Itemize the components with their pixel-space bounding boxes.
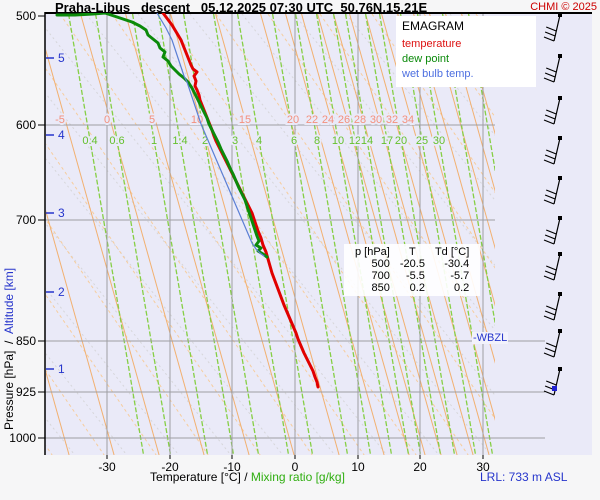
isotherm-label: 26: [338, 114, 350, 126]
mixing-ratio-label: 30: [433, 135, 445, 147]
wind-barb-icon: [543, 329, 562, 358]
pressure-tick-label: 600: [16, 118, 36, 132]
mixing-ratio-label: 17: [381, 135, 393, 147]
sounding-table-cell: -5.5: [405, 270, 425, 282]
wind-barb-icon: [543, 136, 562, 165]
x-axis-title: Temperature [°C] / Mixing ratio [g/kg]: [0, 470, 495, 484]
pressure-tick-label: 850: [16, 334, 36, 348]
altitude-tick-label: 2: [58, 285, 65, 299]
sounding-table-row: 700 -5.5 -5.7: [350, 270, 474, 282]
col-pressure: p [hPa]: [355, 246, 390, 258]
mixing-ratio-label: 20: [395, 135, 407, 147]
altitude-tick-label: 3: [58, 206, 65, 220]
wind-barb-icon: [543, 54, 562, 83]
sounding-curves: [55, 13, 320, 389]
temperature-tick-label: 20: [413, 460, 427, 474]
sounding-table-cell: 700: [371, 270, 390, 282]
mixing-ratio-label: 3: [232, 135, 238, 147]
sounding-table-cell: -5.7: [450, 270, 470, 282]
y-axis-title-altitude: Altitude [km]: [2, 267, 16, 334]
sounding-table-cell: 500: [371, 258, 390, 270]
y-axis-title-pressure: Pressure [hPa] /: [2, 333, 16, 430]
curve-wet-bulb-temp-: [156, 13, 265, 257]
mixing-ratio-label: 12: [349, 135, 361, 147]
pressure-tick-label: 700: [16, 213, 36, 227]
y-axis-title: Pressure [hPa] / Altitude [km]: [2, 95, 16, 430]
isotherm-label: 22: [306, 114, 318, 126]
mixing-ratio-label: 25: [416, 135, 428, 147]
sounding-table-cell: 850: [371, 282, 390, 294]
wind-barb-icon: [543, 176, 562, 205]
wind-barb-icon: [543, 292, 562, 321]
wind-barb-icon: [543, 252, 562, 281]
sounding-table-cell: -30.4: [444, 258, 470, 270]
altitude-tick-label: 5: [58, 51, 65, 65]
legend-item-dewpoint: dew point: [402, 53, 450, 65]
temperature-tick-label: -20: [161, 460, 179, 474]
mixing-ratio-label: 14: [361, 135, 373, 147]
isotherm-label: 0: [104, 114, 110, 126]
wind-barb-column: [543, 13, 562, 396]
legend-item-wetbulb: wet bulb temp.: [402, 68, 474, 80]
surface-wind-marker: [552, 386, 557, 391]
sounding-table-row: 500 -20.5 -30.4: [350, 258, 474, 270]
sounding-table-row: 850 0.2 0.2: [350, 282, 474, 294]
temperature-tick-label: -30: [98, 460, 116, 474]
isotherm-label: 32: [386, 114, 398, 126]
temperature-tick-label: 10: [351, 460, 365, 474]
sounding-table-cell: 0.2: [409, 282, 425, 294]
mixing-ratio-label: 4: [256, 135, 262, 147]
x-axis-title-temperature: Temperature [°C] /: [150, 470, 251, 484]
isotherm-label: 24: [322, 114, 334, 126]
sounding-table-cell: -20.5: [399, 258, 425, 270]
copyright-text: CHMI © 2025: [530, 1, 597, 13]
mixing-ratio-label: 10: [332, 135, 344, 147]
altitude-tick-label: 4: [58, 128, 65, 142]
altitude-tick-label: 1: [58, 362, 65, 376]
pressure-tick-label: 1000: [9, 431, 36, 445]
isotherm-label: 5: [149, 114, 155, 126]
wind-barb-icon: [543, 13, 562, 42]
curve-dew-point: [55, 13, 269, 259]
lrl-label: LRL: 733 m ASL: [480, 470, 568, 484]
x-axis-title-mixing-ratio: Mixing ratio [g/kg]: [250, 470, 345, 484]
mixing-ratio-label: 6: [291, 135, 297, 147]
sounding-table-header: p [hPa] T Td [°C]: [350, 246, 474, 258]
mixing-ratio-label: 1.4: [172, 135, 187, 147]
wbzl-marker-label: -WBZL: [472, 332, 509, 344]
isotherm-label: 30: [370, 114, 382, 126]
col-dewpoint: Td [°C]: [434, 246, 470, 258]
mixing-ratio-label: 1: [151, 135, 157, 147]
pressure-tick-label: 500: [16, 9, 36, 23]
isotherm-label: 20: [287, 114, 299, 126]
col-temperature: T: [409, 246, 416, 258]
isotherm-label: 28: [354, 114, 366, 126]
wind-barb-icon: [543, 367, 562, 396]
isotherm-label: 15: [239, 114, 251, 126]
temperature-tick-label: 30: [476, 460, 490, 474]
mixing-ratio-label: 0.6: [109, 135, 124, 147]
mixing-ratio-label: 0.4: [82, 135, 97, 147]
legend-item-temperature: temperature: [402, 38, 462, 50]
sounding-table-cell: 0.2: [454, 282, 470, 294]
mixing-ratio-label: 8: [314, 135, 320, 147]
page-title: Praha-Libus descent 05.12.2025 07:30 UTC…: [55, 0, 428, 15]
temperature-tick-label: -10: [223, 460, 241, 474]
wind-barb-icon: [543, 96, 562, 125]
isotherm-label: -5: [55, 114, 65, 126]
mixing-ratio-label: 2: [202, 135, 208, 147]
sounding-table: p [hPa] T Td [°C] 500 -20.5 -30.4 700 -5.5 -5…: [344, 244, 481, 296]
pressure-tick-label: 925: [16, 385, 36, 399]
legend-box: EMAGRAM temperature dew point wet bulb t…: [396, 16, 536, 87]
isotherm-label: 34: [402, 114, 414, 126]
legend-title: EMAGRAM: [402, 19, 465, 33]
temperature-tick-label: 0: [292, 460, 299, 474]
wind-barb-icon: [543, 216, 562, 245]
